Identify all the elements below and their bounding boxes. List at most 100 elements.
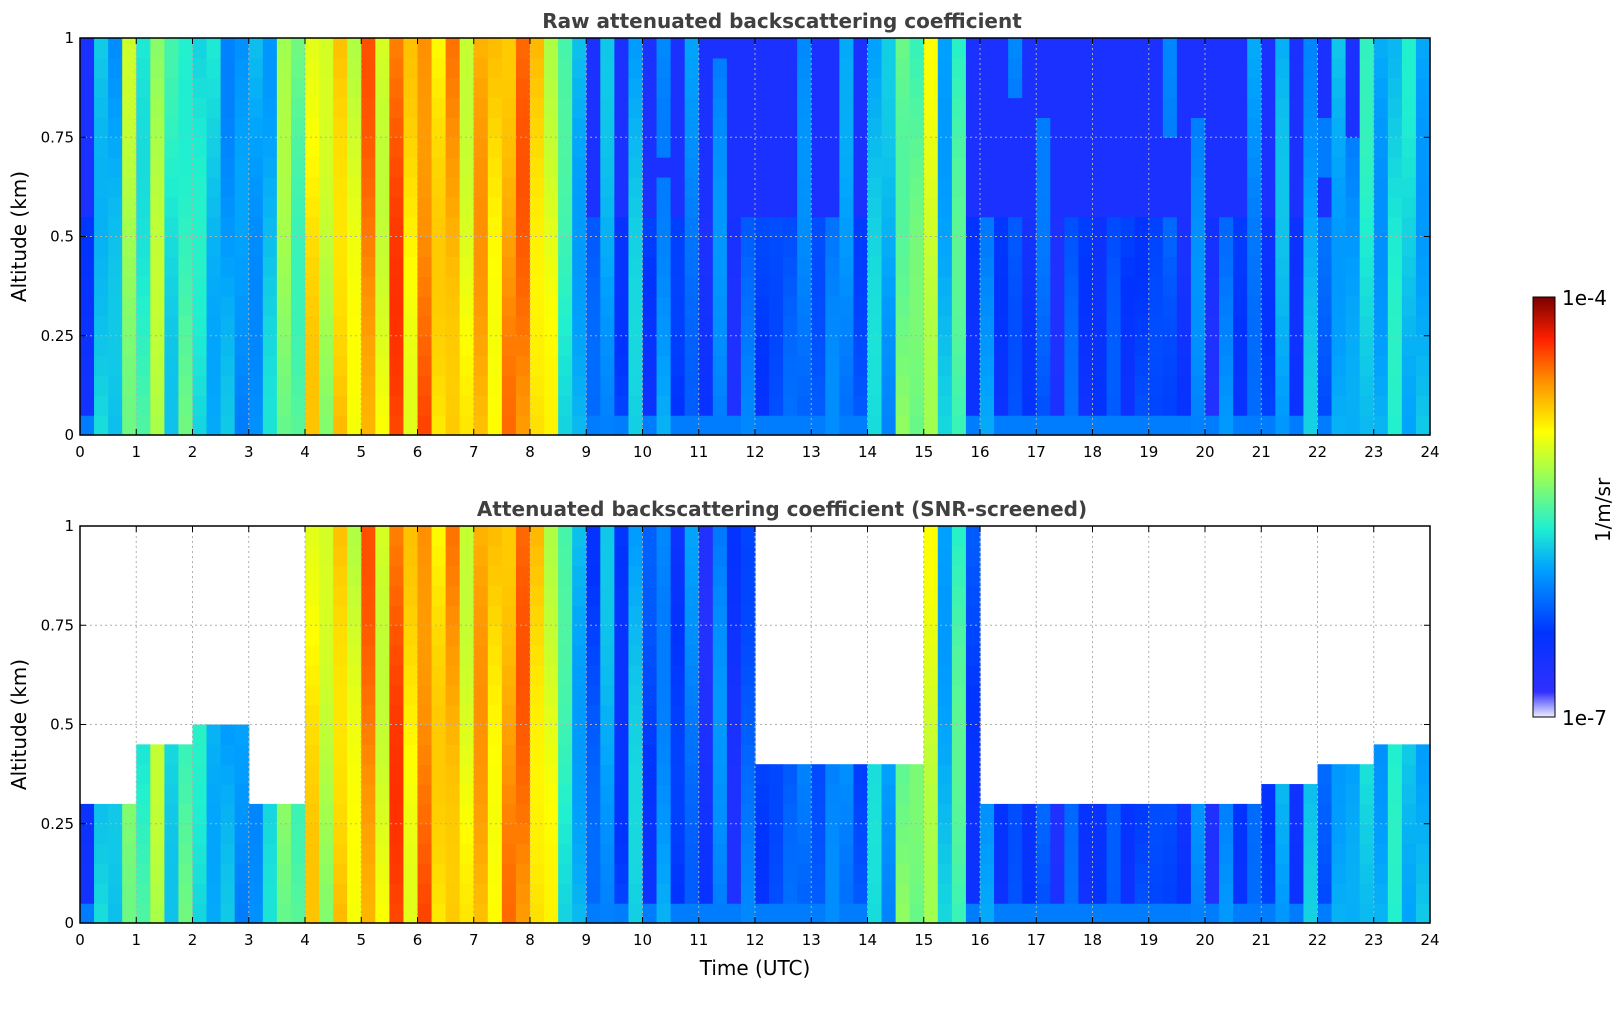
panel-title: Attenuated backscattering coefficient (S… bbox=[477, 497, 1087, 521]
heatmap-cell bbox=[319, 883, 334, 904]
heatmap-cell bbox=[1303, 97, 1319, 118]
heatmap-cell bbox=[1359, 236, 1375, 257]
heatmap-cell bbox=[164, 823, 180, 845]
heatmap-cell bbox=[544, 375, 559, 396]
heatmap-cell bbox=[684, 157, 700, 178]
heatmap-cell bbox=[614, 196, 630, 218]
y-tick-label: 1 bbox=[64, 29, 74, 47]
heatmap-cell bbox=[1050, 415, 1065, 436]
heatmap-cell bbox=[431, 764, 447, 785]
heatmap-cell bbox=[1036, 883, 1051, 904]
heatmap-cell bbox=[1036, 296, 1051, 317]
heatmap-cell bbox=[178, 823, 194, 845]
heatmap-cell bbox=[1064, 296, 1080, 317]
heatmap-cell bbox=[333, 38, 348, 59]
heatmap-cell bbox=[262, 38, 278, 59]
x-tick-label: 10 bbox=[633, 931, 652, 949]
heatmap-cell bbox=[361, 585, 376, 606]
heatmap-cell bbox=[909, 903, 925, 924]
heatmap-cell bbox=[473, 625, 489, 646]
heatmap-cell bbox=[628, 117, 644, 138]
heatmap-cell bbox=[572, 645, 587, 666]
heatmap-cell bbox=[150, 157, 165, 178]
heatmap-cell bbox=[1303, 137, 1319, 158]
heatmap-cell bbox=[923, 276, 939, 297]
heatmap-cell bbox=[333, 355, 348, 377]
heatmap-cell bbox=[937, 704, 953, 726]
heatmap-cell bbox=[206, 216, 222, 238]
heatmap-cell bbox=[1331, 176, 1347, 198]
heatmap-cell bbox=[684, 625, 700, 646]
heatmap-cell bbox=[586, 784, 601, 805]
heatmap-cell bbox=[501, 256, 517, 277]
heatmap-cell bbox=[375, 97, 390, 118]
heatmap-cell bbox=[1022, 315, 1037, 337]
heatmap-cell bbox=[923, 903, 939, 924]
heatmap-cell bbox=[1008, 176, 1023, 198]
heatmap-cell bbox=[150, 843, 165, 865]
heatmap-cell bbox=[445, 176, 461, 198]
heatmap-cell bbox=[642, 157, 658, 178]
heatmap-cell bbox=[290, 236, 306, 257]
heatmap-cell bbox=[1401, 296, 1417, 317]
heatmap-cell bbox=[403, 823, 419, 845]
heatmap-cell bbox=[1205, 256, 1220, 277]
heatmap-cell bbox=[319, 684, 334, 706]
heatmap-cell bbox=[417, 335, 433, 357]
heatmap-cell bbox=[164, 415, 180, 436]
heatmap-cell bbox=[1092, 803, 1108, 825]
heatmap-cell bbox=[1303, 903, 1319, 924]
heatmap-cell bbox=[572, 97, 587, 118]
heatmap-cell bbox=[1008, 196, 1023, 218]
heatmap-cell bbox=[1205, 395, 1220, 416]
heatmap-cell bbox=[122, 315, 137, 337]
heatmap-cell bbox=[1092, 137, 1108, 158]
heatmap-cell bbox=[895, 256, 911, 277]
heatmap-cell bbox=[417, 137, 433, 158]
heatmap-cell bbox=[980, 276, 995, 297]
heatmap-cell bbox=[220, 724, 236, 745]
heatmap-cell bbox=[136, 415, 151, 436]
heatmap-cell bbox=[347, 176, 362, 198]
heatmap-cell bbox=[1219, 97, 1234, 118]
heatmap-cell bbox=[994, 137, 1009, 158]
heatmap-cell bbox=[1247, 823, 1262, 845]
heatmap-cell bbox=[600, 585, 615, 606]
heatmap-cell bbox=[895, 38, 911, 59]
heatmap-cell bbox=[1022, 38, 1037, 59]
heatmap-cell bbox=[473, 315, 489, 337]
heatmap-cell bbox=[994, 863, 1009, 884]
heatmap-cell bbox=[1205, 97, 1220, 118]
heatmap-cell bbox=[909, 276, 925, 297]
heatmap-cell bbox=[642, 585, 658, 606]
heatmap-cell bbox=[276, 97, 292, 118]
heatmap-cell bbox=[1078, 196, 1094, 218]
heatmap-cell bbox=[347, 137, 362, 158]
heatmap-cell bbox=[544, 236, 559, 257]
heatmap-cell bbox=[1317, 276, 1333, 297]
heatmap-cell bbox=[825, 137, 840, 158]
heatmap-cell bbox=[895, 803, 911, 825]
heatmap-cell bbox=[558, 784, 573, 805]
heatmap-cell bbox=[136, 57, 151, 79]
heatmap-cell bbox=[122, 176, 137, 198]
heatmap-cell bbox=[980, 903, 995, 924]
heatmap-cell bbox=[1176, 77, 1192, 99]
heatmap-cell bbox=[192, 784, 208, 805]
heatmap-cell bbox=[1219, 176, 1234, 198]
heatmap-cell bbox=[431, 784, 447, 805]
heatmap-cell bbox=[572, 585, 587, 606]
heatmap-cell bbox=[459, 684, 475, 706]
heatmap-cell bbox=[628, 903, 644, 924]
heatmap-cell bbox=[1050, 843, 1065, 865]
heatmap-cell bbox=[586, 565, 601, 587]
heatmap-cell bbox=[1387, 276, 1403, 297]
heatmap-cell bbox=[1233, 883, 1248, 904]
heatmap-cell bbox=[994, 236, 1009, 257]
heatmap-cell bbox=[558, 77, 573, 99]
heatmap-cell bbox=[333, 276, 348, 297]
heatmap-cell bbox=[192, 97, 208, 118]
heatmap-cell bbox=[684, 903, 700, 924]
heatmap-cell bbox=[1289, 117, 1305, 138]
heatmap-cell bbox=[276, 823, 292, 845]
